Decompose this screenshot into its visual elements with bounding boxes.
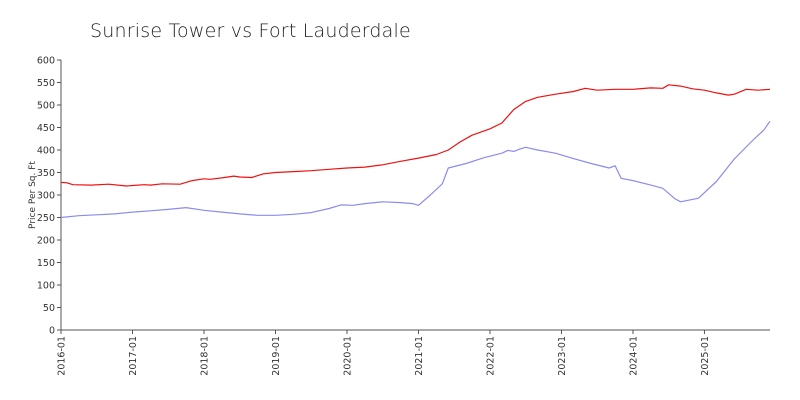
y-tick-label: 250 [37,213,55,224]
y-tick-label: 300 [37,191,55,202]
x-tick-label: 2021-01 [414,336,425,376]
series-line-1 [60,84,771,187]
x-tick-label: 2023-01 [557,336,568,376]
y-tick-label: 200 [37,236,55,247]
series-line-2 [60,120,771,219]
y-tick-label: 550 [37,78,55,89]
x-tick-label: 2025-01 [700,336,711,376]
x-tick-label: 2020-01 [342,336,353,376]
x-tick-label: 2016-01 [57,336,68,376]
x-tick-label: 2024-01 [628,336,639,376]
y-tick-label: 500 [37,101,55,112]
y-tick-label: 0 [49,326,55,337]
y-tick-label: 50 [43,303,55,314]
x-ticks: 2016-01 2017-01 2018-01 2019-01 2020-01 2021-… [57,330,711,376]
y-tick-label: 600 [37,56,55,67]
y-tick-label: 400 [37,146,55,157]
y-ticks: 0 50 100 150 200 250 300 350 400 450 500 550 600 [37,56,61,337]
series-layer [60,84,771,219]
y-tick-label: 450 [37,123,55,134]
x-tick-label: 2019-01 [271,336,282,376]
chart-title: Sunrise Tower vs Fort Lauderdale [90,20,411,42]
y-axis-title: Price Per Sq. Ft [28,161,38,229]
plot-frame [60,60,770,331]
x-tick-label: 2022-01 [485,336,496,376]
x-tick-label: 2017-01 [128,336,139,376]
x-tick-label: 2018-01 [199,336,210,376]
y-tick-label: 150 [37,258,55,269]
y-tick-label: 100 [37,281,55,292]
y-tick-label: 350 [37,168,55,179]
